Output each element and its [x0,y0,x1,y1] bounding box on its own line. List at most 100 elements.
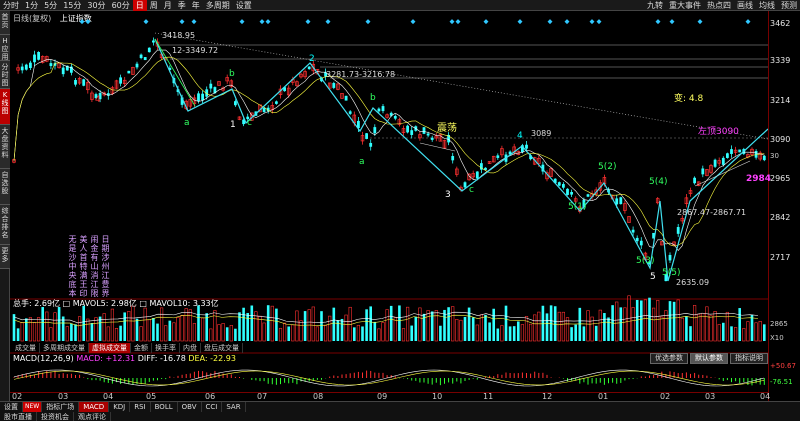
tool-tab[interactable]: 画线 [737,1,753,10]
period-tab[interactable]: 日 [132,0,147,11]
sidebar-item[interactable]: 首页 [0,11,10,35]
info-tab[interactable]: 投资机会 [37,412,74,421]
volume-bar [549,305,553,341]
info-tab[interactable]: 股市直播 [0,412,37,421]
indicator-tab[interactable]: MACD [79,402,110,412]
sidebar-item[interactable]: 综合排名 [0,205,10,245]
period-tab[interactable]: 1分 [25,0,39,10]
indicator-tab[interactable]: CCI [202,402,223,412]
volume-bar [439,325,442,341]
indicator-tab[interactable]: SAR [222,402,246,412]
macd-param-button[interactable]: 优选参数 [650,353,688,364]
candle-body [131,67,135,75]
info-tab[interactable]: 观点评论 [74,412,111,421]
sidebar-item[interactable]: 大盘资料 [0,125,10,169]
candle-body [98,93,102,100]
period-tab[interactable]: 多周期 [205,0,230,10]
macd-param-button[interactable]: 指标说明 [730,353,768,364]
candle-body [627,216,631,223]
volume-tab[interactable]: 成交量 [12,343,40,353]
volume-bar [275,308,278,341]
volume-bar [598,309,602,342]
volume-tab[interactable]: 内盘 [180,343,201,353]
candle-body [74,80,77,85]
period-tab[interactable]: 季 [177,0,186,10]
volume-bar [459,319,463,342]
indicator-tab[interactable]: 设置 [0,402,23,412]
volume-bar [455,319,459,342]
wave-label: 4 [517,131,523,141]
candle-body [705,169,709,177]
volume-bar [143,307,147,342]
period-tab[interactable]: 月 [163,0,172,10]
tool-tab[interactable]: 均线 [759,1,775,10]
volume-bar [98,316,102,341]
volume-bar [680,317,684,342]
tool-tab[interactable]: 预测 [781,1,797,10]
sidebar-item[interactable]: K线图 [0,89,10,125]
volume-bar [410,325,413,341]
candle-body [49,63,53,67]
tool-tab[interactable]: 九转 [647,1,663,10]
volume-tab[interactable]: 多周期成交量 [40,343,89,353]
period-tab[interactable]: 设置 [235,0,252,10]
period-tab[interactable]: 30分 [87,0,106,10]
volume-tab[interactable]: 换手率 [152,343,180,353]
period-tab[interactable]: 15分 [63,0,82,10]
period-tab[interactable]: 周 [149,0,158,10]
volume-bar [664,310,668,342]
indicator-tab[interactable]: KDJ [109,402,131,412]
volume-bar [418,307,422,342]
volume-bar [147,319,151,342]
candle-body [480,163,483,170]
indicator-tab[interactable]: BOLL [151,402,178,412]
target-label: 2984 [746,174,772,184]
volume-bar [656,300,660,342]
tool-tab[interactable]: 重大事件 [669,1,701,10]
candle-body [451,156,455,161]
volume-bar [393,317,397,342]
candle-body [110,87,115,94]
indicator-tab[interactable]: NEW [23,402,43,412]
indicator-tab[interactable]: RSI [130,402,151,412]
indicator-tab[interactable]: OBV [178,402,202,412]
candle-body [447,134,450,143]
volume-bar [114,328,119,342]
volume-tab[interactable]: 金额 [131,343,152,353]
volume-bar [738,308,741,341]
volume-bar [615,301,619,342]
kline-chart[interactable] [10,11,768,392]
volume-bar [323,325,328,342]
volume-tab[interactable]: 盘后成交量 [201,343,243,353]
wave-label: 4 [95,95,101,105]
volume-bar [717,324,721,342]
candle-body [336,83,340,90]
event-marker [483,19,489,25]
volume-bar [299,320,303,342]
date-label: 12 [542,392,553,401]
period-tabs: 分时 1分 5分 15分 30分 60分日周月季年多周期 设置 [0,0,255,11]
event-marker [143,19,149,25]
period-tab[interactable]: 5分 [44,0,58,10]
period-tab[interactable]: 分时 [3,0,19,10]
wave-label: b [229,69,235,79]
candle-body [701,168,705,175]
indicator-tab[interactable]: 指标广场 [42,402,80,412]
sidebar-item[interactable]: 分时图 [0,61,10,89]
volume-bar [184,308,188,342]
range-label: 3281.73-3216.78 [326,70,396,79]
volume-tab[interactable]: 虚拟成交量 [89,343,131,353]
sidebar-item[interactable]: 自选股 [0,169,10,205]
macd-param-button[interactable]: 默认参数 [690,353,728,364]
tool-tab[interactable]: 热点四 [707,1,731,10]
sidebar-item[interactable]: H应用 [0,35,10,61]
candle-body [660,241,664,246]
volume-bar [287,326,290,341]
candle-body [639,240,643,246]
volume-bar [20,322,24,342]
period-tab[interactable]: 60分 [111,0,130,10]
adjust-mode[interactable]: 日线(复权) [13,14,52,23]
sidebar-item[interactable]: 更多 [0,245,10,269]
period-tab[interactable]: 年 [191,0,200,10]
volume-bar [640,300,643,341]
